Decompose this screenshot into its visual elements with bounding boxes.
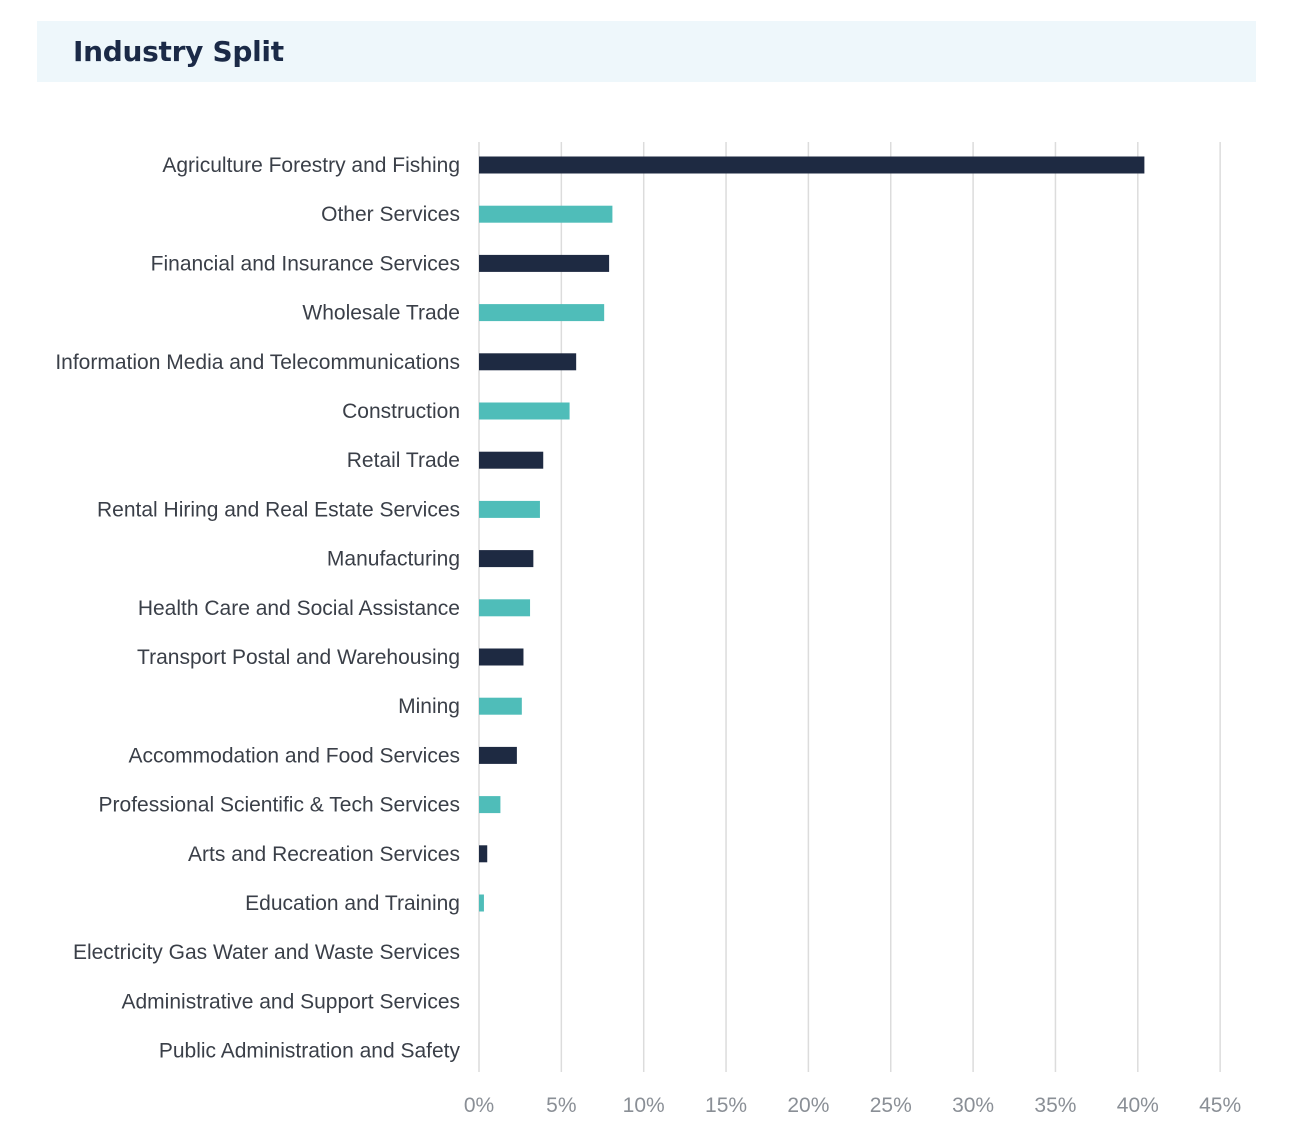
category-label: Construction — [342, 400, 460, 423]
x-tick-label: 30% — [952, 1094, 994, 1117]
category-label: Agriculture Forestry and Fishing — [162, 154, 460, 177]
bar — [479, 254, 610, 272]
category-label: Public Administration and Safety — [159, 1040, 461, 1063]
x-tick-label: 20% — [787, 1094, 829, 1117]
chart-title: Industry Split — [73, 35, 284, 68]
category-label: Retail Trade — [347, 449, 460, 472]
bar — [479, 156, 1145, 174]
bar — [479, 796, 501, 814]
category-label: Other Services — [321, 203, 460, 226]
category-label: Education and Training — [245, 892, 460, 915]
category-label: Administrative and Support Services — [122, 990, 461, 1013]
category-label: Arts and Recreation Services — [188, 843, 460, 866]
bar — [479, 205, 613, 223]
bar — [479, 451, 544, 469]
category-label: Health Care and Social Assistance — [138, 597, 460, 620]
bar — [479, 894, 484, 912]
x-tick-label: 35% — [1034, 1094, 1076, 1117]
category-label: Accommodation and Food Services — [129, 744, 461, 767]
x-tick-label: 10% — [623, 1094, 665, 1117]
category-label: Transport Postal and Warehousing — [137, 646, 460, 669]
x-tick-label: 40% — [1117, 1094, 1159, 1117]
bar — [479, 550, 534, 568]
x-tick-label: 5% — [546, 1094, 576, 1117]
bar — [479, 697, 522, 715]
bar — [479, 648, 524, 666]
bar — [479, 304, 605, 322]
bar — [479, 500, 540, 518]
x-tick-label: 15% — [705, 1094, 747, 1117]
x-tick-label: 0% — [464, 1094, 494, 1117]
category-label: Financial and Insurance Services — [151, 252, 460, 275]
category-label: Electricity Gas Water and Waste Services — [73, 941, 460, 964]
category-label: Rental Hiring and Real Estate Services — [97, 498, 460, 521]
bar — [479, 746, 517, 764]
category-label: Information Media and Telecommunications — [55, 351, 460, 374]
bar — [479, 845, 488, 863]
category-label: Professional Scientific & Tech Services — [99, 794, 460, 817]
bar — [479, 599, 531, 617]
category-label: Manufacturing — [327, 548, 460, 571]
category-label: Mining — [398, 695, 460, 718]
chart-header: Industry Split — [37, 21, 1256, 82]
bar — [479, 402, 570, 420]
bar — [479, 353, 577, 371]
category-label: Wholesale Trade — [302, 302, 460, 325]
x-tick-label: 25% — [870, 1094, 912, 1117]
x-tick-label: 45% — [1199, 1094, 1241, 1117]
